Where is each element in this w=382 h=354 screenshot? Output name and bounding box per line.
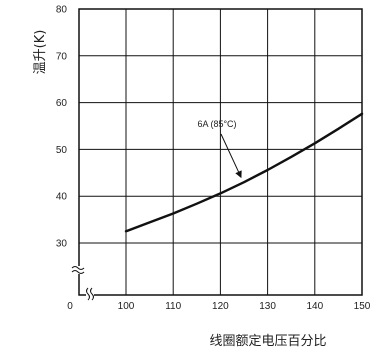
x-tick-label: 130 [259, 301, 276, 312]
grid [79, 8, 363, 295]
x-axis-title: 线圈额定电压百分比 [209, 334, 326, 349]
axis-break-stroke [71, 270, 85, 274]
x-tick-label: 110 [165, 301, 181, 312]
annotations: 6A (85°C) [197, 119, 242, 179]
x-tick-label: 120 [212, 301, 229, 312]
axis-break-gap [73, 266, 85, 274]
y-tick-labels: 30 40 50 60 70 80 [56, 5, 68, 250]
axis-break-stroke [90, 287, 94, 301]
axis-break-mark [71, 266, 94, 301]
y-tick-label: 50 [56, 145, 68, 156]
y-tick-label: 60 [56, 98, 68, 109]
series-line [124, 112, 364, 233]
x-tick-label: 100 [118, 301, 135, 312]
y-tick-label: 30 [56, 239, 68, 250]
annotation-label: 6A (85°C) [197, 119, 236, 129]
axis-break-stroke [71, 266, 85, 270]
annotation-arrow [220, 133, 242, 179]
y-tick-label: 80 [56, 5, 68, 16]
y-tick-label: 40 [56, 192, 68, 203]
y-axis-title: 温升(K) [33, 30, 48, 75]
axis-break-gap [86, 290, 94, 300]
x-tick-label: 140 [306, 301, 323, 312]
x-tick-label: 150 [354, 301, 371, 312]
y-tick-label: 70 [56, 51, 68, 62]
series-lines [124, 112, 364, 233]
x-tick-labels: 0 100 110 120 130 140 150 [67, 301, 371, 312]
plot-frame [78, 8, 363, 296]
axis-break-stroke [86, 287, 90, 301]
x-tick-label: 0 [67, 301, 73, 312]
